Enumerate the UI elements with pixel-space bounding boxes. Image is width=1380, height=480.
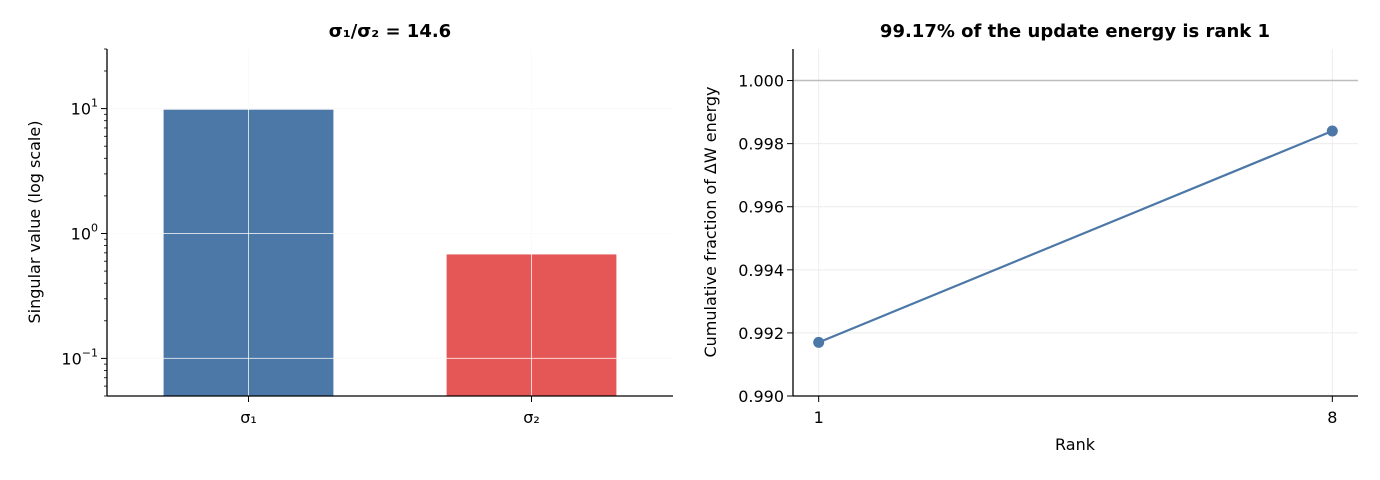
right-chart-title: 99.17% of the update energy is rank 1 [880,21,1270,42]
right-y-tick-label: 0.990 [738,387,784,406]
right-y-tick-label: 0.994 [738,261,784,280]
right-x-tick-label: 1 [814,408,824,427]
right-x-axis-label: Rank [1055,435,1096,454]
cumulative-energy-panel: 99.17% of the update energy is rank 1 Cu… [701,21,1358,454]
right-gridlines [793,49,1358,397]
left-chart-title: σ₁/σ₂ = 14.6 [329,21,451,42]
left-x-tick-label: σ₂ [523,408,540,427]
right-series [813,125,1338,348]
right-y-tick-label: 0.996 [738,198,784,217]
series-point [1326,125,1338,137]
series-line [818,130,1333,344]
singular-values-panel: σ₁/σ₂ = 14.6 Singular value (log scale) … [25,21,673,427]
right-y-tick-label: 0.992 [738,324,784,343]
right-y-ticks: 0.990 0.992 0.994 0.996 0.998 1.000 [738,72,793,406]
left-y-axis-label: Singular value (log scale) [25,121,44,324]
left-x-ticks: σ₁ σ₂ [240,396,540,427]
right-y-tick-label: 1.000 [738,72,784,91]
left-y-tick-label: 100 [71,221,98,243]
right-y-tick-label: 0.998 [738,135,784,154]
left-bar-gridlines [107,49,673,396]
right-x-tick-label: 8 [1327,408,1337,427]
series-point [813,336,825,348]
left-x-tick-label: σ₁ [240,408,257,427]
left-y-tick-label: 101 [71,97,98,119]
left-y-ticks: 10−1 100 101 [61,48,107,397]
left-y-tick-label: 10−1 [61,346,98,368]
right-y-axis-label: Cumulative fraction of ΔW energy [701,86,720,357]
left-bars [163,109,617,396]
